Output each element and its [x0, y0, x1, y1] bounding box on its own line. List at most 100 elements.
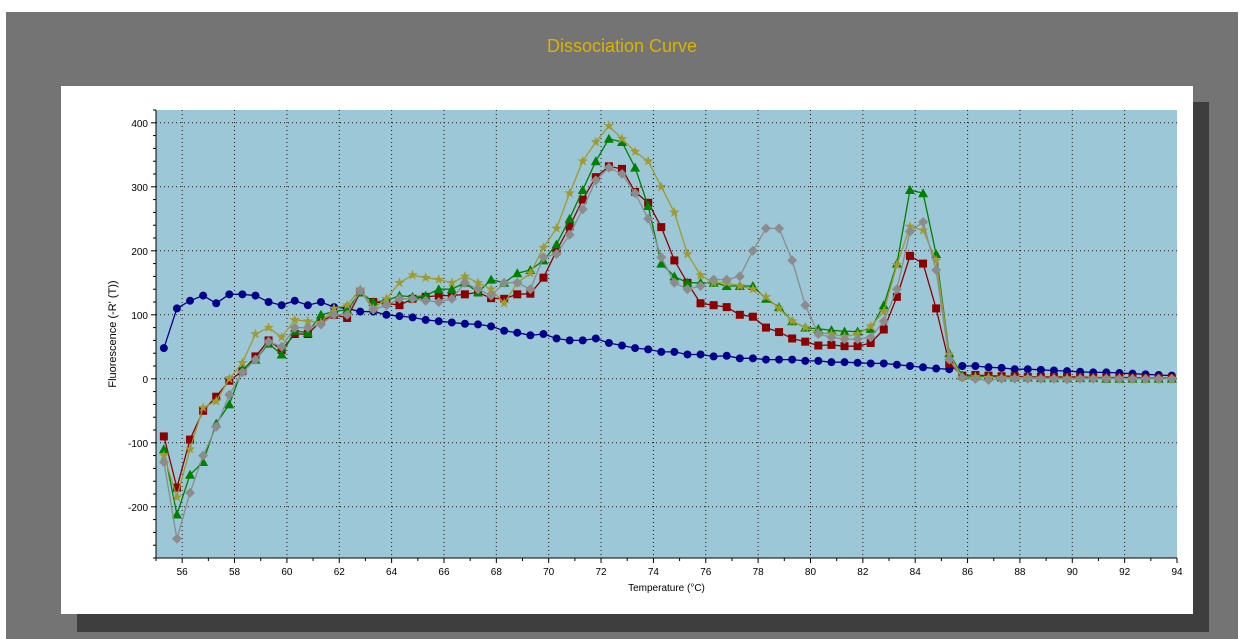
data-point [538, 242, 549, 253]
data-point [158, 444, 169, 454]
x-tick-label: 56 [177, 567, 189, 578]
data-point [761, 355, 770, 364]
x-tick-label: 88 [1014, 567, 1026, 578]
data-point [538, 252, 549, 263]
data-point [512, 277, 523, 288]
data-point [1035, 373, 1046, 384]
data-point [904, 185, 915, 194]
data-point [395, 301, 404, 310]
data-point [970, 373, 981, 384]
data-point [904, 220, 916, 231]
y-tick-label: 200 [131, 247, 148, 258]
data-point [670, 256, 679, 265]
data-point [892, 292, 901, 301]
data-point [813, 329, 824, 339]
data-point [289, 314, 300, 325]
data-point [408, 313, 417, 322]
data-point [302, 315, 314, 326]
chart-frame: Dissociation Curve 56 58 60 62 64 66 68 70 72 74 7… [6, 12, 1238, 639]
data-point [931, 265, 942, 275]
x-tick-label: 94 [1171, 567, 1183, 578]
data-point [603, 120, 615, 131]
data-point [368, 304, 379, 315]
data-point [827, 340, 836, 349]
data-point [381, 293, 392, 304]
data-point [513, 328, 522, 337]
data-point [225, 290, 234, 299]
data-point [918, 217, 929, 227]
data-point [590, 156, 601, 166]
data-point [184, 443, 196, 454]
data-point [971, 362, 980, 370]
chart-card: 56 58 60 62 64 66 68 70 72 74 76 78 80 82 84 86 88 90 92 94… [61, 86, 1193, 614]
data-point [997, 363, 1006, 372]
data-point [590, 136, 602, 147]
data-point [159, 344, 168, 353]
data-point [1010, 365, 1019, 374]
data-point [539, 273, 548, 282]
data-point [525, 284, 536, 295]
data-point [381, 300, 392, 311]
data-point [944, 348, 955, 359]
data-point [276, 349, 287, 359]
data-point [212, 299, 221, 308]
data-point [696, 350, 705, 359]
data-point [578, 336, 587, 345]
data-point [564, 229, 575, 240]
data-point [551, 239, 562, 249]
chart-title: Dissociation Curve [546, 36, 698, 56]
data-point [656, 181, 667, 192]
data-point [237, 367, 248, 378]
data-point [197, 402, 209, 413]
data-point [315, 319, 326, 330]
data-point [1114, 373, 1125, 384]
data-point [171, 491, 183, 502]
data-point [485, 283, 497, 294]
data-point [512, 268, 523, 278]
data-point [224, 399, 235, 409]
data-point [355, 285, 366, 296]
data-point [734, 280, 746, 291]
data-point [840, 342, 849, 351]
data-point [276, 341, 287, 352]
data-point [172, 483, 181, 492]
grid-lines [156, 110, 1177, 558]
data-point [434, 317, 443, 326]
data-point [1088, 373, 1099, 384]
data-point [879, 325, 888, 334]
data-point [917, 224, 929, 235]
data-point [1049, 366, 1058, 375]
data-point [629, 146, 641, 157]
data-point [394, 277, 405, 288]
data-point [171, 533, 182, 544]
data-point [224, 389, 235, 400]
data-point [617, 164, 626, 173]
data-point [827, 358, 836, 367]
data-point [328, 302, 340, 313]
data-point [788, 355, 797, 364]
data-point [669, 206, 680, 217]
data-point [788, 334, 797, 343]
data-point [840, 358, 849, 367]
data-point [591, 334, 600, 343]
data-point [499, 277, 510, 288]
data-point [420, 295, 431, 306]
data-point [709, 352, 718, 361]
data-point [565, 222, 574, 231]
data-point [513, 290, 522, 299]
data-point [930, 254, 942, 265]
data-point [891, 259, 903, 270]
data-point [695, 269, 706, 280]
data-point [852, 334, 863, 345]
data-point [446, 284, 457, 294]
data-point [839, 334, 850, 345]
data-point [198, 450, 209, 461]
data-point [853, 342, 862, 351]
y-tick-label: -200 [128, 503, 148, 514]
data-point [1075, 373, 1086, 384]
data-point [631, 344, 640, 353]
y-tick-label: 400 [131, 119, 148, 130]
data-point [578, 195, 587, 204]
data-point [498, 297, 510, 308]
data-point [865, 320, 876, 331]
